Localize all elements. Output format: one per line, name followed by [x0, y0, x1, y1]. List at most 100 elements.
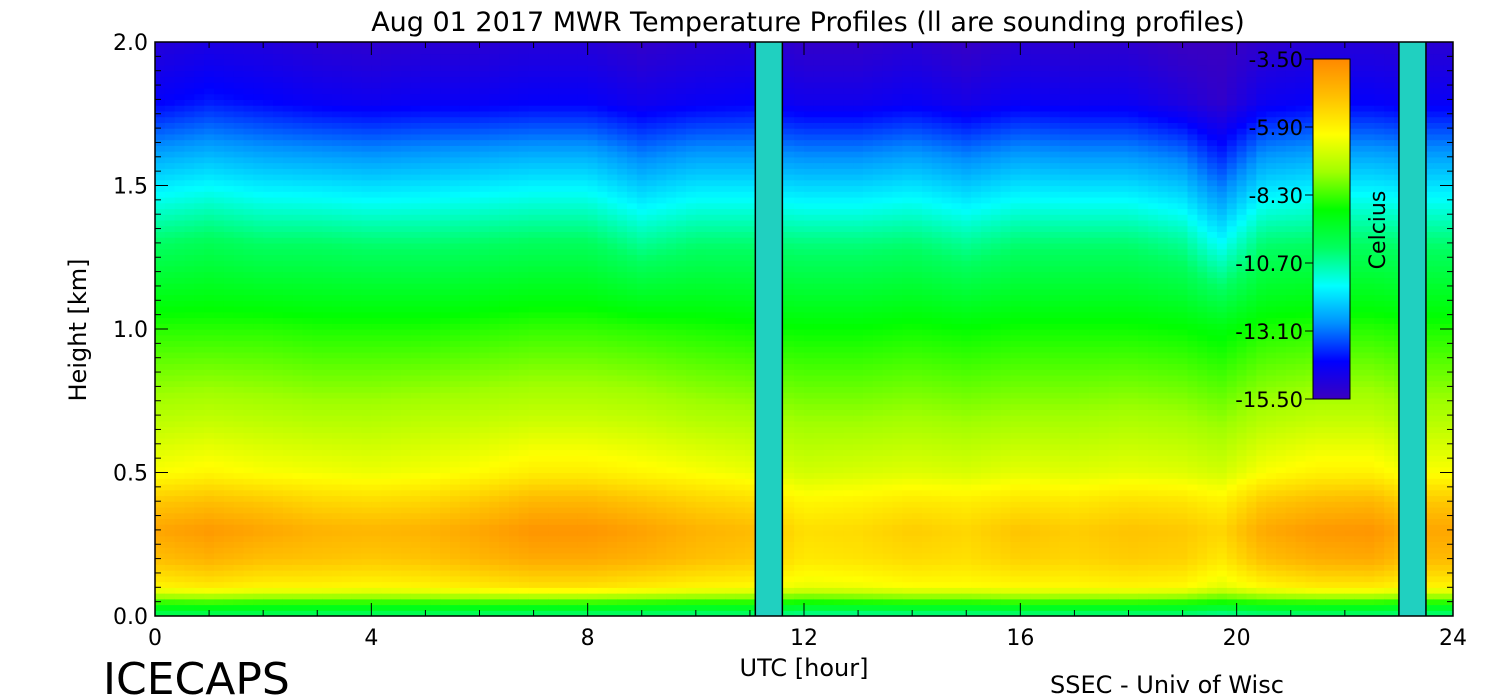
- heatmap-cell: [528, 47, 540, 55]
- heatmap-cell: [430, 219, 441, 227]
- heatmap-cell: [410, 265, 422, 273]
- heatmap-cell: [174, 397, 186, 405]
- heatmap-cell: [341, 237, 353, 244]
- heatmap-cell: [233, 288, 245, 296]
- heatmap-cell: [420, 93, 431, 100]
- heatmap-cell: [636, 87, 648, 95]
- heatmap-cell: [351, 420, 363, 428]
- heatmap-cell: [322, 323, 333, 330]
- heatmap-cell: [469, 87, 481, 95]
- heatmap-cell: [450, 87, 461, 95]
- heatmap-cell: [341, 231, 353, 238]
- heatmap-cell: [371, 151, 382, 158]
- heatmap-cell: [302, 552, 313, 560]
- heatmap-cell: [528, 300, 540, 307]
- heatmap-cell: [459, 254, 471, 261]
- heatmap-cell: [194, 248, 205, 255]
- heatmap-cell: [322, 151, 333, 158]
- heatmap-cell: [450, 151, 461, 158]
- heatmap-cell: [568, 466, 579, 474]
- heatmap-cell: [332, 53, 343, 60]
- heatmap-cell: [538, 340, 549, 347]
- heatmap-cell: [164, 116, 176, 123]
- heatmap-cell: [538, 570, 549, 577]
- heatmap-cell: [322, 208, 333, 215]
- heatmap-cell: [627, 300, 638, 307]
- heatmap-cell: [194, 604, 205, 611]
- heatmap-cell: [263, 329, 274, 336]
- heatmap-cell: [223, 397, 235, 405]
- heatmap-cell: [607, 547, 618, 554]
- heatmap-cell: [273, 70, 284, 78]
- heatmap-cell: [361, 174, 372, 181]
- heatmap-cell: [440, 535, 451, 542]
- heatmap-cell: [322, 185, 333, 192]
- heatmap-cell: [607, 151, 618, 158]
- heatmap-cell: [440, 70, 451, 78]
- heatmap-cell: [302, 455, 313, 462]
- heatmap-cell: [440, 76, 451, 83]
- heatmap-cell: [538, 363, 549, 370]
- heatmap-cell: [341, 357, 353, 365]
- heatmap-cell: [450, 501, 461, 508]
- heatmap-cell: [292, 380, 304, 387]
- heatmap-cell: [459, 369, 471, 376]
- heatmap-cell: [617, 105, 628, 112]
- heatmap-cell: [322, 99, 333, 106]
- heatmap-cell: [322, 105, 333, 112]
- heatmap-cell: [164, 438, 176, 445]
- heatmap-cell: [233, 461, 245, 468]
- heatmap-cell: [381, 277, 392, 284]
- heatmap-cell: [184, 174, 195, 181]
- heatmap-cell: [273, 506, 284, 514]
- heatmap-cell: [243, 552, 254, 560]
- heatmap-cell: [233, 277, 245, 284]
- heatmap-cell: [184, 598, 195, 606]
- heatmap-cell: [282, 76, 294, 83]
- heatmap-cell: [312, 403, 323, 410]
- heatmap-cell: [499, 145, 510, 152]
- heatmap-cell: [617, 529, 628, 537]
- heatmap-cell: [607, 116, 618, 123]
- heatmap-cell: [479, 242, 490, 250]
- heatmap-cell: [568, 237, 579, 244]
- heatmap-cell: [410, 593, 422, 600]
- heatmap-cell: [440, 329, 451, 336]
- heatmap-cell: [499, 334, 510, 342]
- heatmap-cell: [400, 392, 412, 399]
- heatmap-cell: [538, 397, 549, 405]
- heatmap-cell: [617, 323, 628, 330]
- heatmap-cell: [410, 397, 422, 405]
- heatmap-cell: [597, 386, 608, 393]
- heatmap-cell: [558, 231, 569, 238]
- heatmap-cell: [568, 524, 579, 531]
- heatmap-cell: [155, 374, 166, 382]
- heatmap-cell: [371, 495, 382, 502]
- heatmap-cell: [636, 283, 648, 290]
- heatmap-cell: [558, 311, 569, 319]
- heatmap-cell: [223, 208, 235, 215]
- heatmap-cell: [282, 409, 294, 416]
- heatmap-cell: [587, 139, 599, 146]
- heatmap-cell: [302, 174, 313, 181]
- heatmap-cell: [391, 156, 402, 164]
- heatmap-cell: [499, 443, 510, 451]
- heatmap-cell: [430, 162, 441, 169]
- heatmap-cell: [361, 604, 372, 611]
- heatmap-cell: [440, 208, 451, 215]
- heatmap-cell: [243, 535, 254, 542]
- heatmap-cell: [587, 598, 599, 606]
- heatmap-cell: [312, 242, 323, 250]
- heatmap-cell: [617, 283, 628, 290]
- heatmap-cell: [558, 541, 569, 548]
- heatmap-cell: [479, 351, 490, 359]
- heatmap-cell: [627, 191, 638, 198]
- heatmap-cell: [253, 42, 264, 49]
- heatmap-cell: [381, 420, 392, 428]
- heatmap-cell: [607, 288, 618, 296]
- heatmap-cell: [292, 283, 304, 290]
- heatmap-cell: [450, 271, 461, 278]
- heatmap-cell: [587, 105, 599, 112]
- heatmap-cell: [548, 529, 559, 537]
- heatmap-cell: [430, 323, 441, 330]
